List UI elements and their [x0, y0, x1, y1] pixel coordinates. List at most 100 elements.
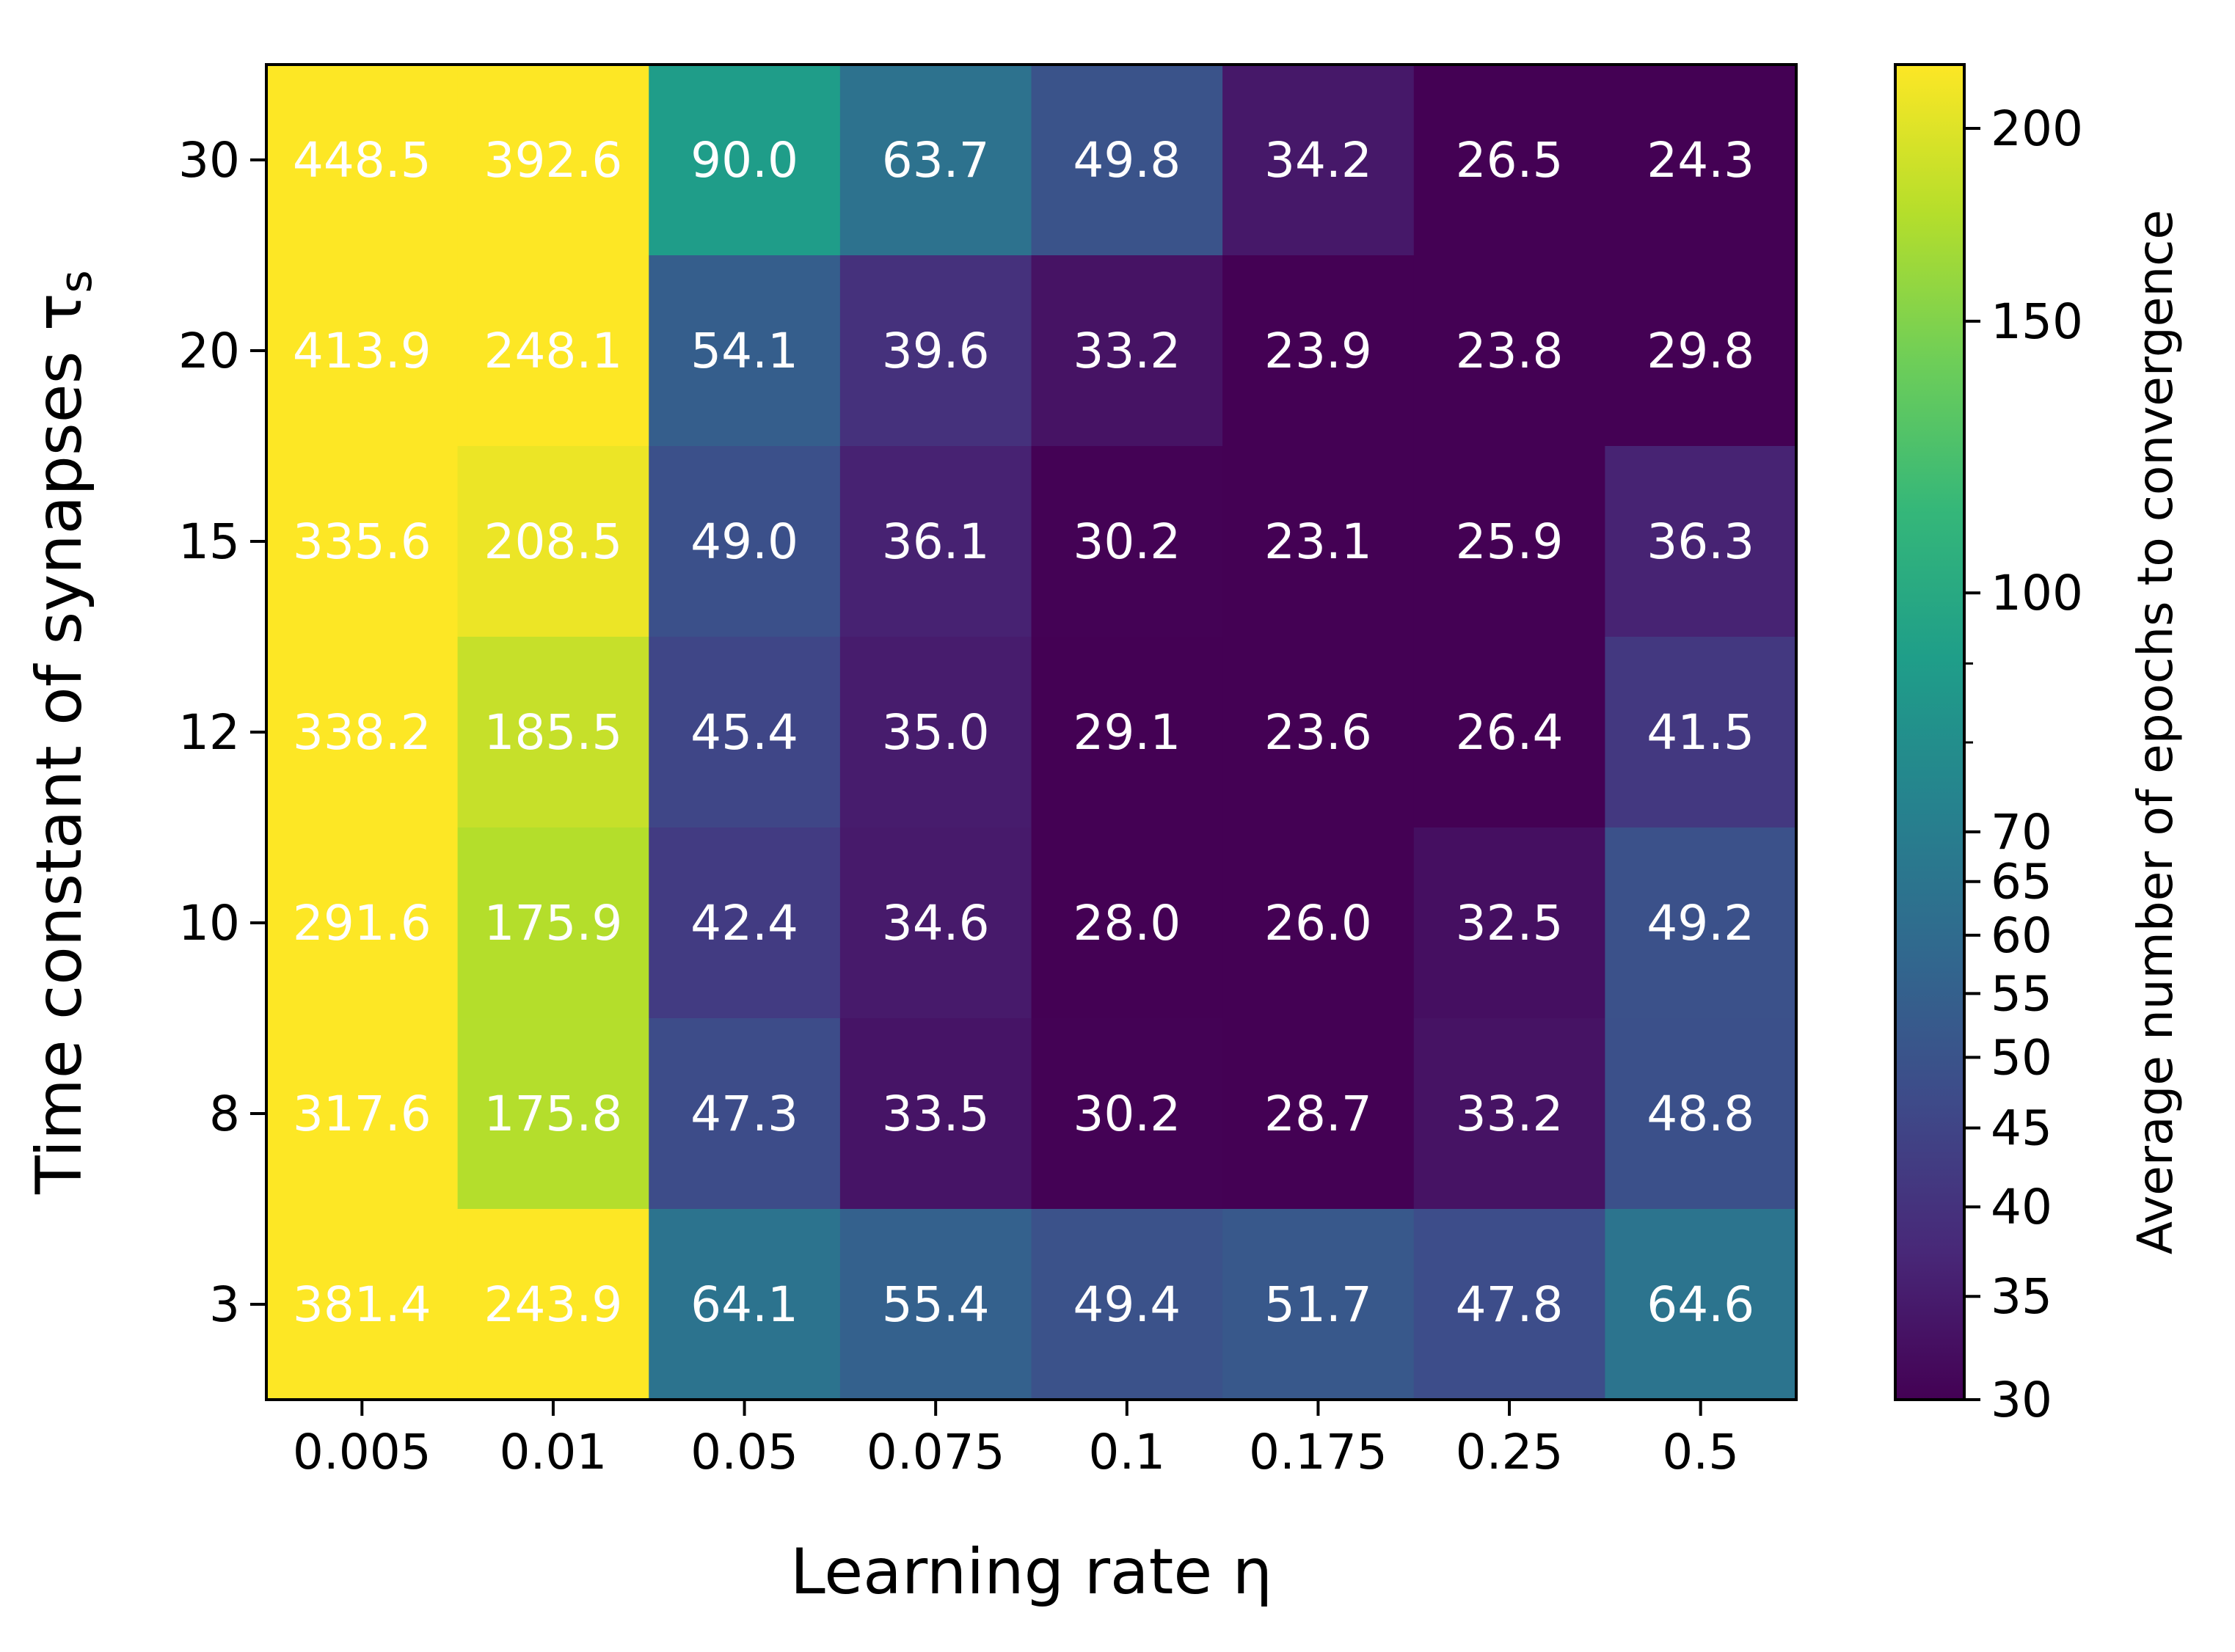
cell-value-label: 64.6 [1647, 1276, 1754, 1333]
cell-value-label: 185.5 [484, 704, 622, 761]
cell-value-label: 39.6 [882, 323, 990, 379]
heatmap-cell [1413, 1209, 1605, 1400]
cell-value-label: 45.4 [690, 704, 798, 761]
heatmap-cell [1605, 827, 1797, 1019]
heatmap-cell [1031, 255, 1223, 447]
cell-value-label: 51.7 [1264, 1276, 1372, 1333]
y-tick-label: 15 [178, 513, 240, 570]
heatmap-cell [1031, 1018, 1223, 1210]
heatmap-cell [1222, 637, 1415, 828]
cell-value-label: 23.9 [1264, 323, 1372, 379]
heatmap-cell [1413, 65, 1605, 256]
heatmap-cell [1605, 65, 1797, 256]
cell-value-label: 243.9 [484, 1276, 622, 1333]
cell-value-label: 338.2 [293, 704, 431, 761]
heatmap-cell [649, 255, 841, 447]
heatmap-cell [1222, 1018, 1415, 1210]
colorbar-title: Average number of epochs to convergence [2127, 210, 2184, 1254]
heatmap-cell [457, 255, 649, 447]
heatmap-cell [266, 827, 459, 1019]
heatmap-cell [839, 65, 1032, 256]
cell-value-label: 49.4 [1073, 1276, 1181, 1333]
cell-value-label: 29.8 [1647, 323, 1754, 379]
cell-value-label: 49.2 [1647, 895, 1754, 951]
cell-value-label: 34.2 [1264, 132, 1372, 189]
cell-value-label: 42.4 [690, 895, 798, 951]
y-tick-label: 3 [209, 1276, 240, 1333]
heatmap-cell [649, 827, 841, 1019]
cell-value-label: 24.3 [1647, 132, 1754, 189]
heatmap-cell [457, 1018, 649, 1210]
heatmap-cell [266, 446, 459, 637]
heatmap-cell [839, 1018, 1032, 1210]
cell-value-label: 64.1 [690, 1276, 798, 1333]
cell-value-label: 55.4 [882, 1276, 990, 1333]
colorbar-tick-label: 70 [1991, 804, 2052, 860]
cell-value-label: 26.5 [1456, 132, 1564, 189]
cell-value-label: 49.8 [1073, 132, 1181, 189]
heatmap-cell [649, 65, 841, 256]
heatmap-cell [1222, 65, 1415, 256]
cell-value-label: 36.3 [1647, 513, 1754, 570]
heatmap-cell [266, 1018, 459, 1210]
cell-value-label: 381.4 [293, 1276, 431, 1333]
colorbar-tick-label: 55 [1991, 965, 2052, 1022]
heatmap-cell [649, 446, 841, 637]
cell-value-label: 30.2 [1073, 1086, 1181, 1142]
heatmap-cell [1222, 1209, 1415, 1400]
cell-value-label: 291.6 [293, 895, 431, 951]
heatmap-cell [1031, 637, 1223, 828]
colorbar-tick-label: 30 [1991, 1372, 2052, 1428]
y-tick-label: 10 [178, 895, 240, 951]
cell-value-label: 23.1 [1264, 513, 1372, 570]
colorbar-tick-label: 65 [1991, 854, 2052, 910]
heatmap-cell [266, 637, 459, 828]
heatmap-cells [266, 65, 1797, 1400]
y-axis-title: Time constant of synapses τs [23, 270, 102, 1195]
heatmap-cell [457, 446, 649, 637]
cell-value-label: 63.7 [882, 132, 990, 189]
cell-value-label: 23.8 [1456, 323, 1564, 379]
x-tick-label: 0.01 [499, 1424, 607, 1480]
cell-value-label: 54.1 [690, 323, 798, 379]
colorbar-tick-label: 100 [1991, 565, 2083, 621]
cell-value-labels: 448.5 392.6 90.0 63.7 49.8 34.2 26.5 24.3 413.9 2… [293, 132, 1754, 1333]
cell-value-label: 47.3 [690, 1086, 798, 1142]
cell-value-label: 28.7 [1264, 1086, 1372, 1142]
colorbar-tick-label: 35 [1991, 1268, 2052, 1325]
cell-value-label: 175.8 [484, 1086, 622, 1142]
heatmap-cell [1222, 827, 1415, 1019]
colorbar-gradient [1894, 63, 1966, 1401]
x-tick-label: 0.5 [1662, 1424, 1739, 1480]
cell-value-label: 33.5 [882, 1086, 990, 1142]
heatmap-cell [266, 1209, 459, 1400]
heatmap-cell [1031, 1209, 1223, 1400]
heatmap-cell [1413, 255, 1605, 447]
cell-value-label: 48.8 [1647, 1086, 1754, 1142]
heatmap-cell [1605, 1018, 1797, 1210]
x-axis: 0.005 0.01 0.05 0.075 0.1 0.175 0.25 0.5 [293, 1400, 1739, 1480]
heatmap-cell [839, 827, 1032, 1019]
y-axis: 30 20 15 12 10 8 3 [178, 132, 266, 1333]
heatmap-cell [649, 637, 841, 828]
y-tick-label: 30 [178, 132, 240, 189]
cell-value-label: 175.9 [484, 895, 622, 951]
colorbar-tick-label: 150 [1991, 293, 2083, 350]
heatmap-cell [1222, 255, 1415, 447]
y-tick-label: 8 [209, 1086, 240, 1142]
x-tick-label: 0.25 [1456, 1424, 1564, 1480]
cell-value-label: 34.6 [882, 895, 990, 951]
cell-value-label: 248.1 [484, 323, 622, 379]
x-tick-label: 0.05 [690, 1424, 798, 1480]
cell-value-label: 317.6 [293, 1086, 431, 1142]
heatmap-cell [1031, 446, 1223, 637]
x-tick-label: 0.075 [867, 1424, 1005, 1480]
x-axis-title: Learning rate η [790, 1535, 1272, 1609]
heatmap-cell [1031, 827, 1223, 1019]
cell-value-label: 33.2 [1456, 1086, 1564, 1142]
heatmap-cell [1413, 827, 1605, 1019]
cell-value-label: 25.9 [1456, 513, 1564, 570]
heatmap-cell [649, 1018, 841, 1210]
cell-value-label: 49.0 [690, 513, 798, 570]
colorbar-tick-label: 40 [1991, 1179, 2052, 1235]
